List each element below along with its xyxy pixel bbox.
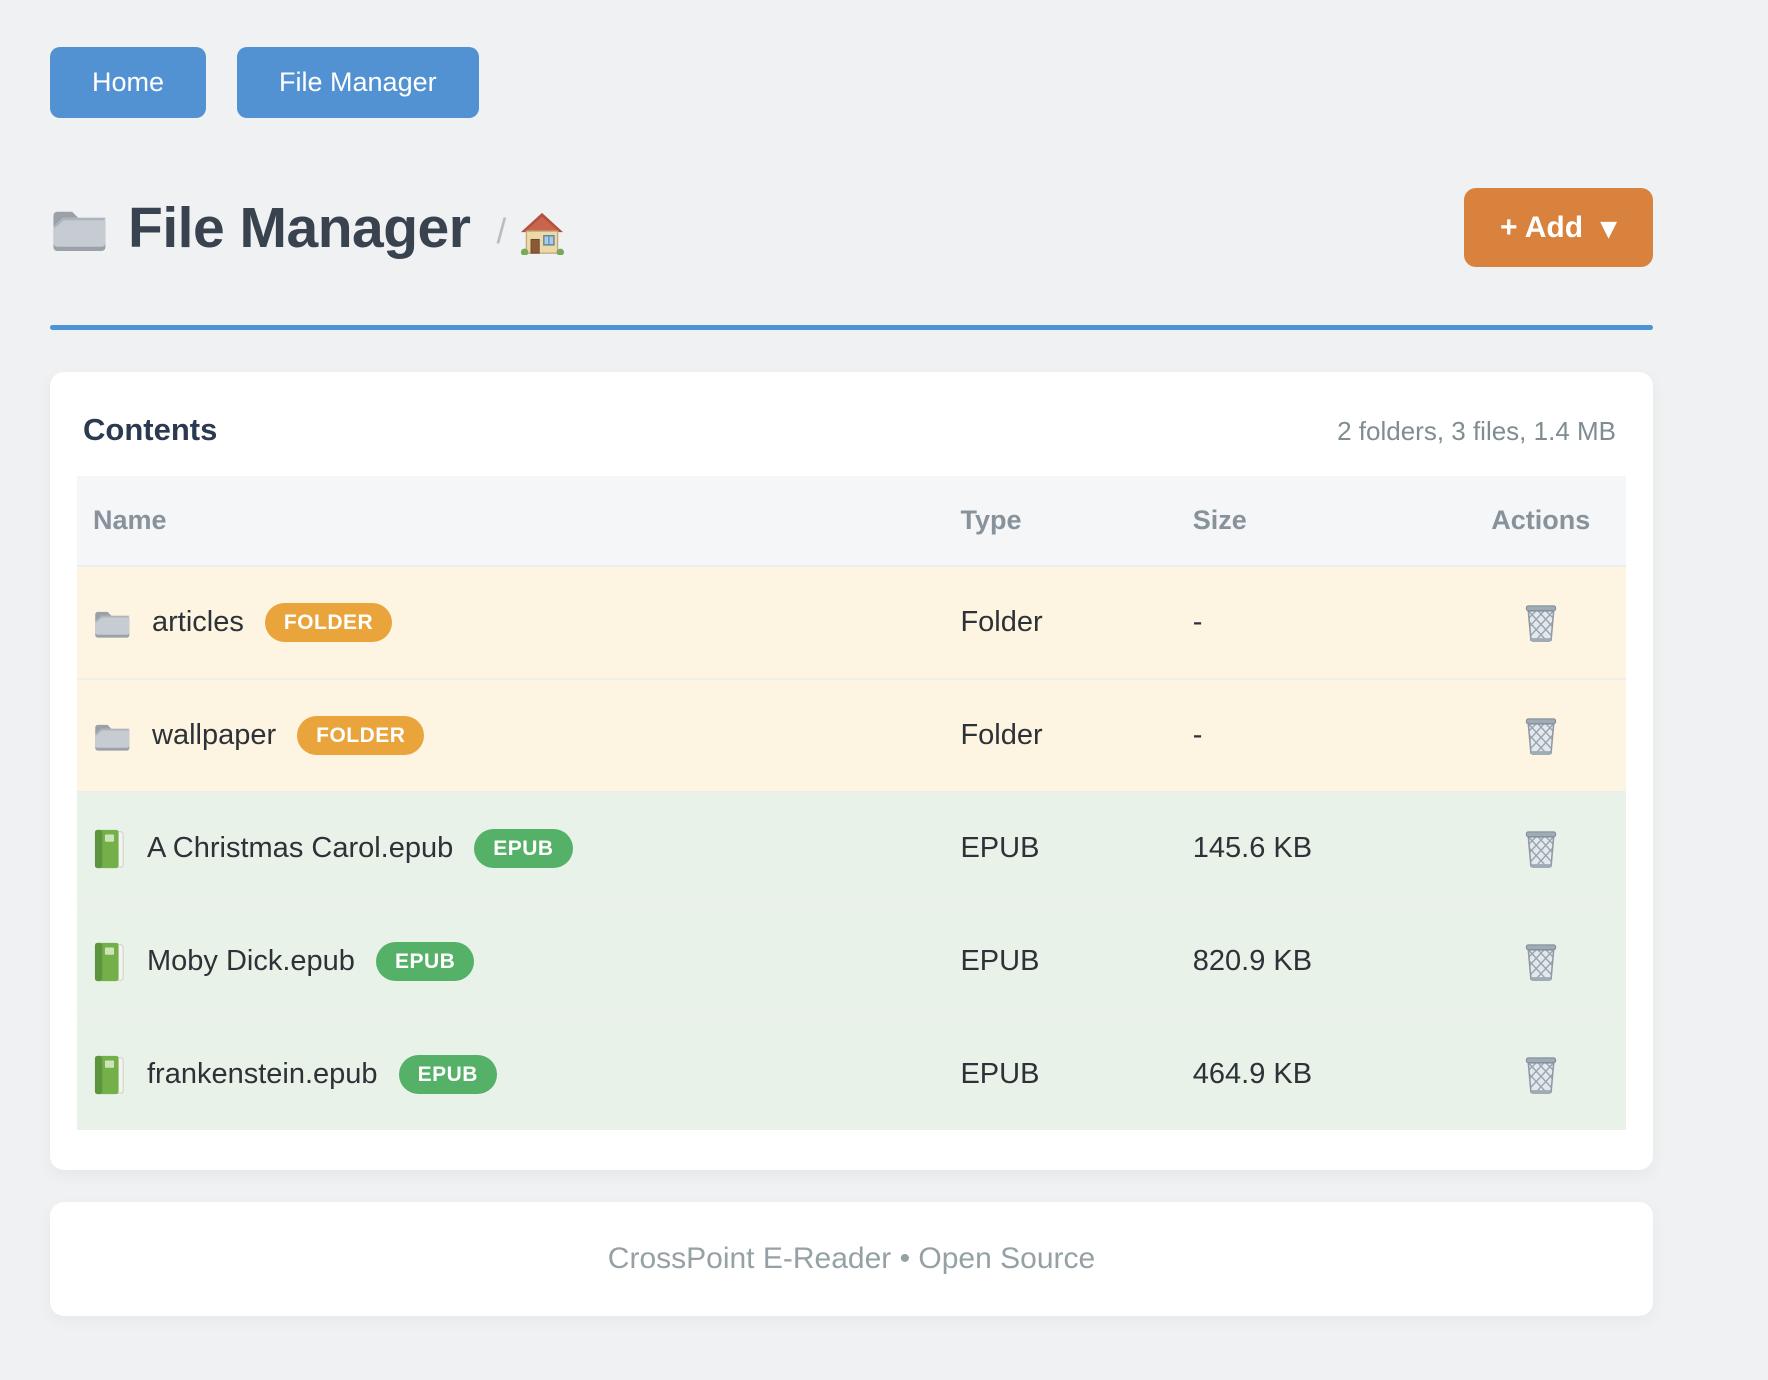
table-row[interactable]: wallpaper FOLDER Folder - (77, 678, 1626, 792)
table-row[interactable]: articles FOLDER Folder - (77, 565, 1626, 679)
folder-badge: FOLDER (264, 603, 393, 642)
name-cell[interactable]: Moby Dick.epub EPUB (93, 941, 928, 982)
size-cell: 820.9 KB (1176, 904, 1456, 1018)
delete-button[interactable] (1519, 937, 1563, 986)
name-cell[interactable]: articles FOLDER (93, 603, 928, 642)
file-name: wallpaper (152, 719, 277, 751)
table-row[interactable]: A Christmas Carol.epub EPUB EPUB 145.6 K… (77, 791, 1626, 905)
type-cell: Folder (944, 678, 1177, 792)
top-nav: Home File Manager (50, 0, 1653, 118)
trash-icon (1523, 602, 1559, 643)
type-cell: Folder (944, 565, 1177, 679)
footer-text: CrossPoint E-Reader • Open Source (607, 1242, 1096, 1275)
contents-card: Contents 2 folders, 3 files, 1.4 MB Name… (50, 372, 1653, 1170)
type-cell: EPUB (944, 1017, 1177, 1130)
home-button[interactable]: Home (50, 47, 207, 118)
size-cell: - (1176, 565, 1456, 679)
delete-button[interactable] (1519, 1050, 1563, 1099)
house-icon[interactable] (520, 211, 565, 255)
page-header: File Manager / + Add ▼ (50, 188, 1653, 267)
size-cell: - (1176, 678, 1456, 792)
delete-button[interactable] (1519, 824, 1563, 873)
trash-icon (1523, 715, 1559, 756)
file-name: Moby Dick.epub (147, 945, 355, 977)
folder-icon (95, 611, 130, 638)
green-book-icon (94, 941, 124, 982)
add-button-label: + Add (1500, 210, 1584, 244)
green-book-icon (94, 828, 124, 869)
trash-icon (1523, 941, 1559, 982)
breadcrumb-separator: / (496, 211, 507, 251)
contents-title: Contents (83, 412, 218, 447)
name-cell[interactable]: frankenstein.epub EPUB (93, 1054, 928, 1095)
green-book-icon (94, 1054, 124, 1095)
folder-icon (53, 211, 106, 251)
epub-badge: EPUB (474, 829, 573, 868)
column-header-actions: Actions (1455, 476, 1626, 566)
column-header-name: Name (77, 476, 945, 566)
folder-icon (95, 724, 130, 751)
name-cell[interactable]: A Christmas Carol.epub EPUB (93, 828, 928, 869)
add-button[interactable]: + Add ▼ (1464, 188, 1653, 267)
column-header-size: Size (1176, 476, 1456, 566)
file-name: frankenstein.epub (147, 1058, 378, 1090)
file-table: Name Type Size Actions articles FOLDER (77, 476, 1626, 1130)
size-cell: 145.6 KB (1176, 791, 1456, 905)
contents-summary: 2 folders, 3 files, 1.4 MB (1337, 416, 1616, 446)
name-cell[interactable]: wallpaper FOLDER (93, 716, 928, 755)
page-title: File Manager (128, 195, 471, 260)
page: Home File Manager File Manager / + Add ▼… (50, 0, 1653, 1316)
footer: CrossPoint E-Reader • Open Source (50, 1202, 1653, 1316)
column-header-type: Type (944, 476, 1177, 566)
delete-button[interactable] (1519, 598, 1563, 647)
table-header-row: Name Type Size Actions (77, 476, 1626, 566)
file-name: articles (152, 606, 244, 638)
trash-icon (1523, 1054, 1559, 1095)
type-cell: EPUB (944, 791, 1177, 905)
trash-icon (1523, 828, 1559, 869)
title-group: File Manager / (50, 195, 565, 261)
size-cell: 464.9 KB (1176, 1017, 1456, 1130)
contents-card-header: Contents 2 folders, 3 files, 1.4 MB (77, 406, 1626, 476)
folder-badge: FOLDER (297, 716, 425, 755)
table-row[interactable]: frankenstein.epub EPUB EPUB 464.9 KB (77, 1017, 1626, 1130)
file-name: A Christmas Carol.epub (147, 832, 454, 864)
epub-badge: EPUB (398, 1055, 497, 1094)
type-cell: EPUB (944, 904, 1177, 1018)
epub-badge: EPUB (375, 942, 475, 981)
header-divider (50, 325, 1653, 330)
table-row[interactable]: Moby Dick.epub EPUB EPUB 820.9 KB (77, 904, 1626, 1018)
caret-down-icon: ▼ (1600, 216, 1617, 242)
delete-button[interactable] (1519, 711, 1563, 760)
file-manager-button[interactable]: File Manager (237, 47, 479, 118)
